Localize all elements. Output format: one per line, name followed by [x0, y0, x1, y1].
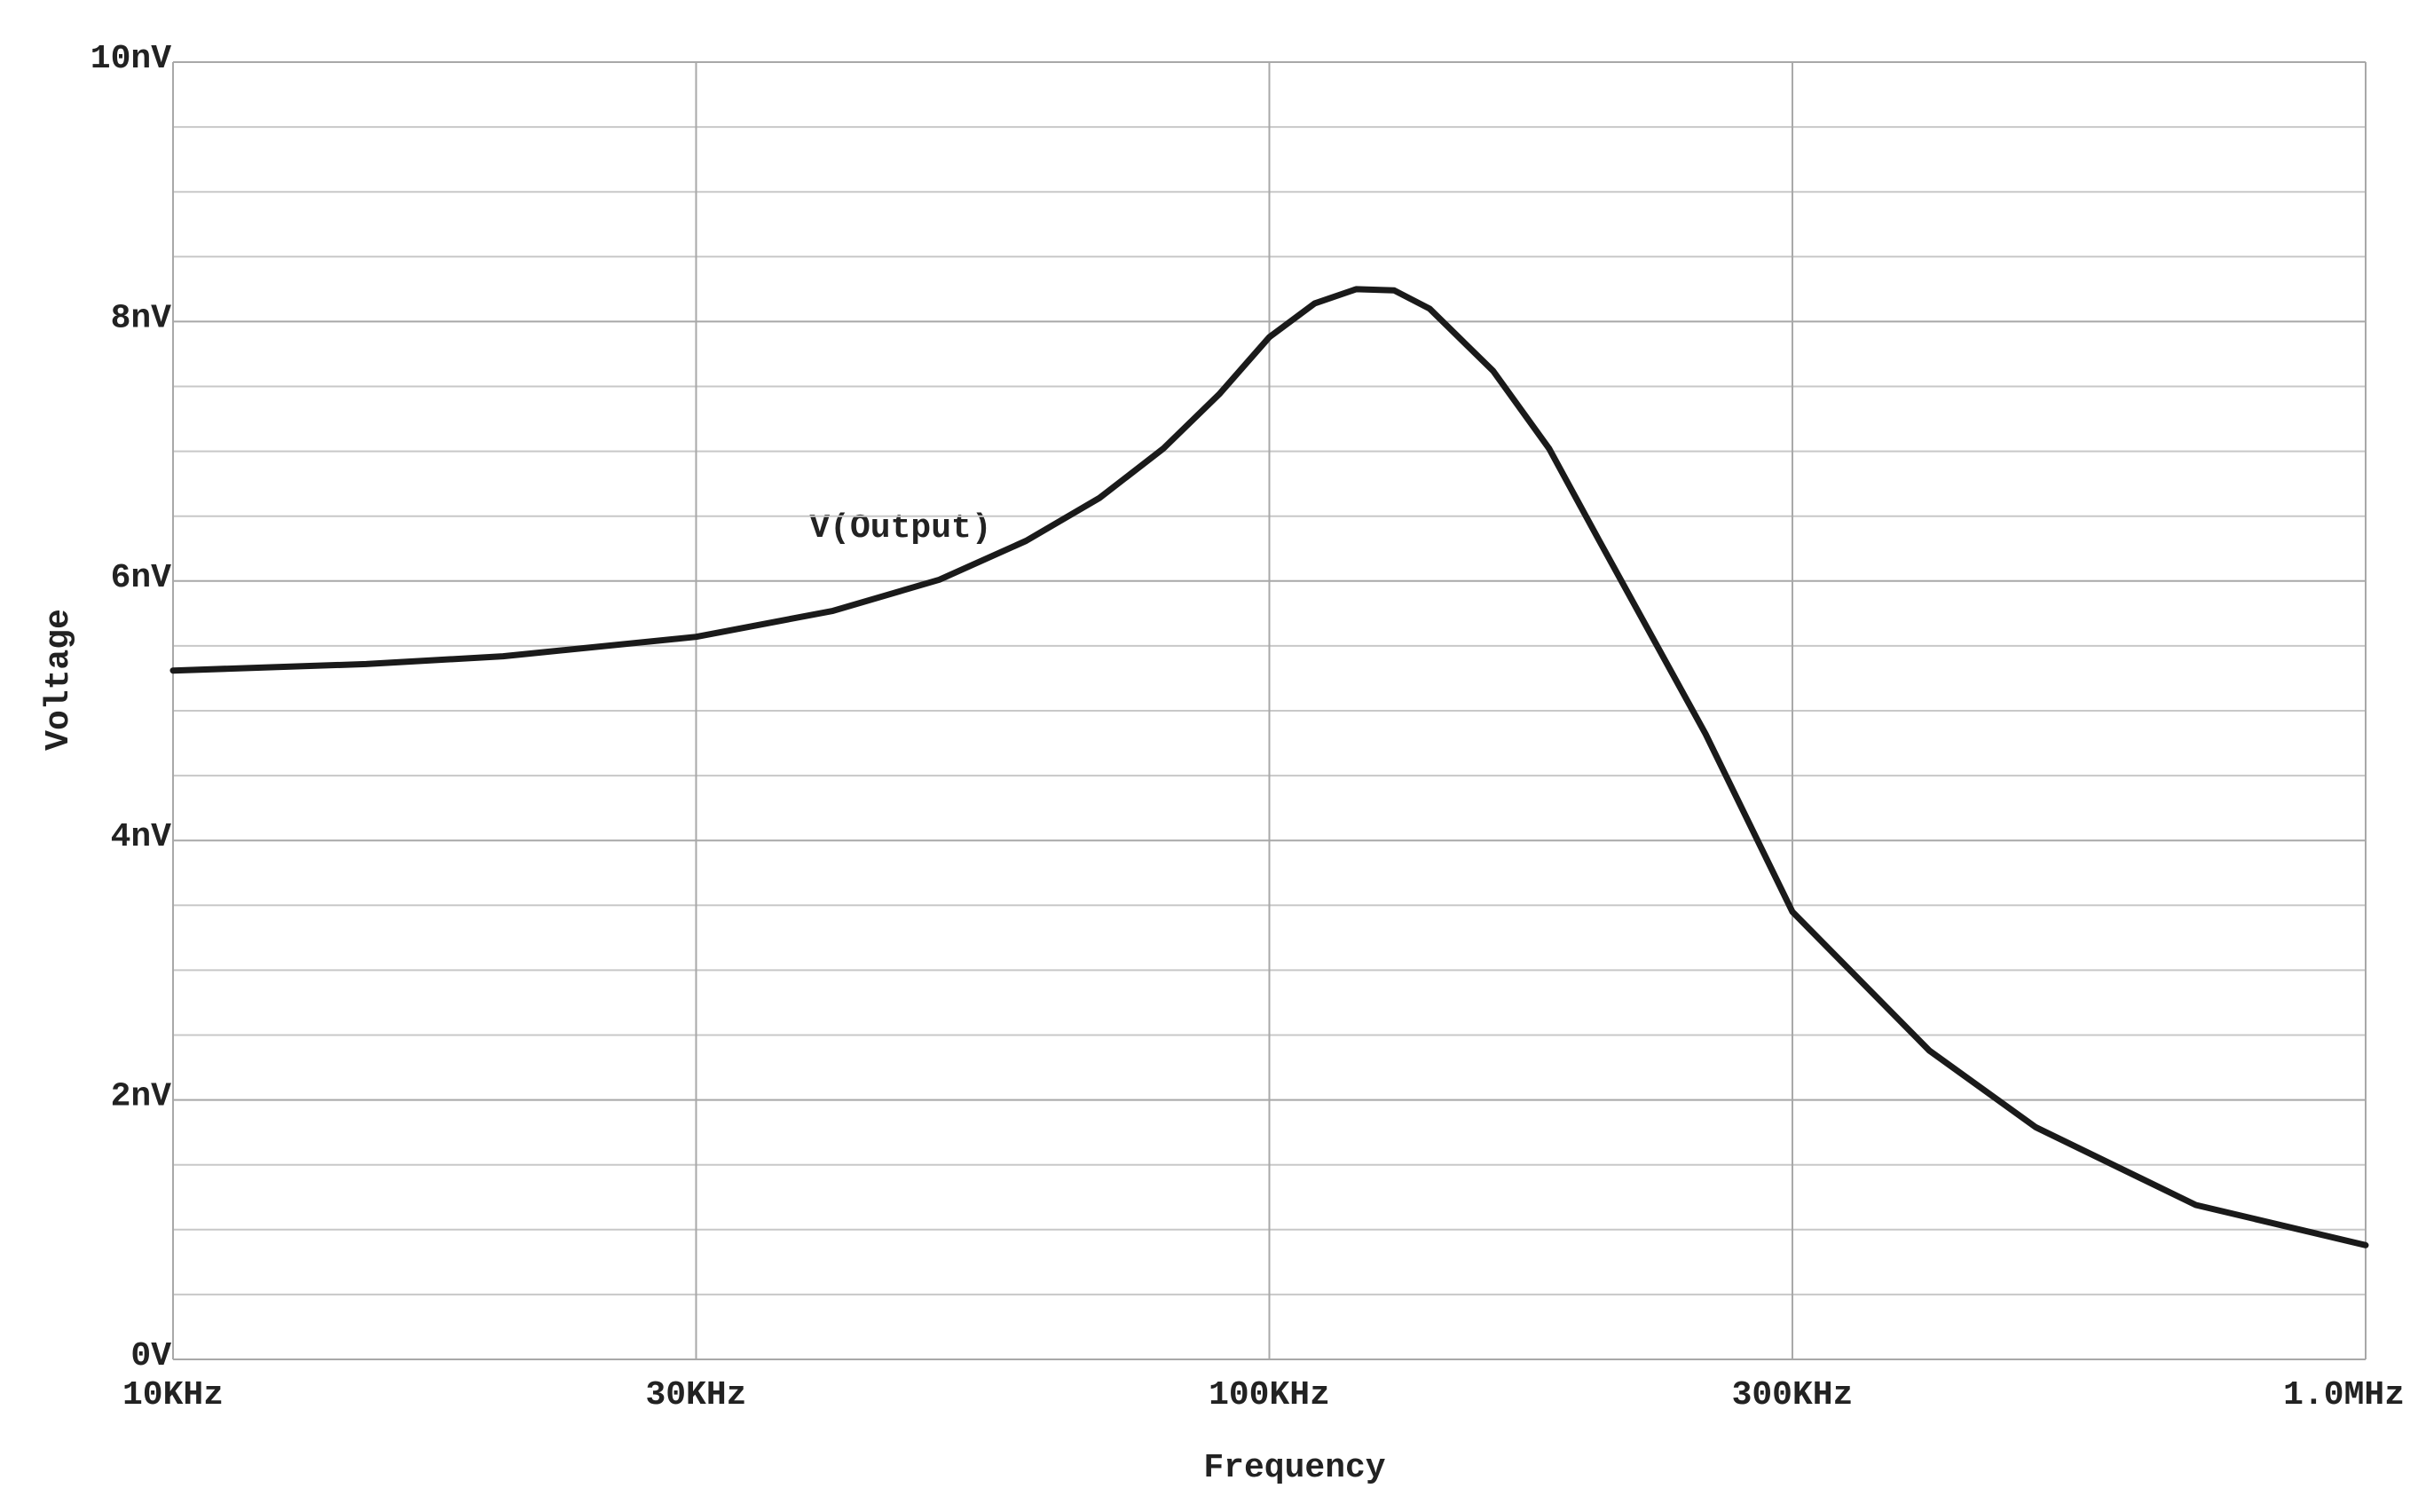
- y-tick-label: 6nV: [111, 559, 172, 597]
- x-tick-label: 300KHz: [1732, 1376, 1854, 1414]
- y-tick-label: 0V: [130, 1337, 171, 1375]
- line-series: [169, 286, 2369, 1248]
- y-tick-label: 8nV: [111, 299, 172, 337]
- y-tick-label: 10nV: [91, 40, 171, 78]
- x-tick-label: 100KHz: [1209, 1376, 1330, 1414]
- x-axis-title: Frequency: [1203, 1449, 1385, 1487]
- y-axis-title: Voltage: [40, 609, 78, 751]
- x-tick-label: 10KHz: [122, 1376, 224, 1414]
- y-tick-label: 4nV: [111, 818, 172, 856]
- annotation: V(Output): [809, 509, 991, 547]
- y-tick-label: 2nV: [111, 1078, 172, 1116]
- x-tick-label: 30KHz: [645, 1376, 746, 1414]
- x-tick-label: 1.0MHz: [2283, 1376, 2405, 1414]
